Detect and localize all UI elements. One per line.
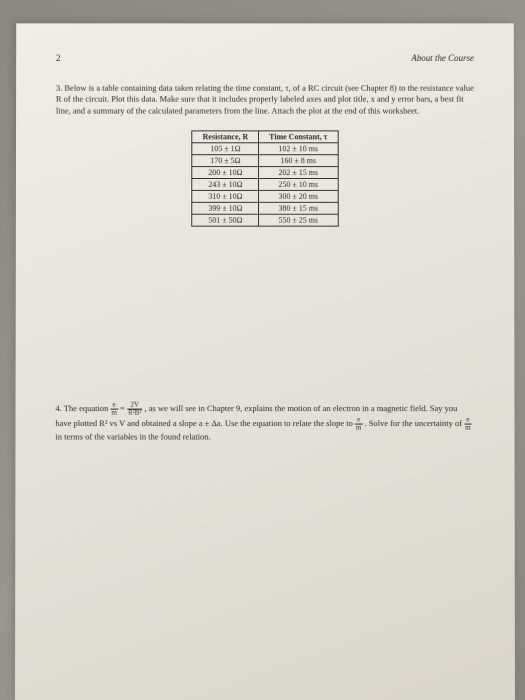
blank-space	[55, 227, 474, 396]
course-title: About the Course	[411, 53, 474, 63]
table-row: 105 ± 1Ω102 ± 10 ms	[192, 143, 338, 155]
table-row: 200 ± 10Ω202 ± 15 ms	[192, 167, 338, 179]
worksheet-page: 2 About the Course 3. Below is a table c…	[15, 23, 515, 700]
problem-text: Below is a table containing data taken r…	[56, 83, 474, 116]
fraction-em: e m	[110, 402, 117, 417]
text: in terms of the variables in the found r…	[55, 432, 210, 442]
problem-3: 3. Below is a table containing data take…	[56, 83, 474, 117]
table-row: 170 ± 5Ω160 ± 8 ms	[192, 155, 338, 167]
cell-t: 300 ± 20 ms	[259, 191, 338, 203]
table-row: 310 ± 10Ω300 ± 20 ms	[192, 191, 338, 203]
cell-t: 102 ± 10 ms	[259, 143, 338, 155]
cell-t: 160 ± 8 ms	[259, 155, 338, 167]
data-table: Resistance, R Time Constant, τ 105 ± 1Ω1…	[192, 131, 339, 227]
table-row: 399 ± 10Ω380 ± 15 ms	[192, 203, 338, 215]
fraction-em2: e m	[355, 417, 362, 432]
cell-r: 243 ± 10Ω	[192, 179, 259, 191]
cell-r: 200 ± 10Ω	[192, 167, 259, 179]
problem-number: 3.	[56, 83, 62, 93]
eq-mid: =	[120, 404, 127, 414]
cell-r: 501 ± 50Ω	[192, 215, 259, 227]
table-row: 501 ± 50Ω550 ± 25 ms	[192, 215, 338, 227]
col-header-resistance: Resistance, R	[192, 131, 259, 143]
problem-4: 4. The equation e m = 2V R²B² , as we wi…	[55, 402, 474, 443]
fraction-rhs: 2V R²B²	[127, 402, 143, 417]
cell-t: 380 ± 15 ms	[259, 203, 338, 215]
cell-r: 170 ± 5Ω	[192, 155, 259, 167]
cell-r: 105 ± 1Ω	[192, 143, 259, 155]
page-number: 2	[56, 53, 60, 63]
cell-t: 202 ± 15 ms	[259, 167, 338, 179]
problem-number: 4.	[55, 404, 61, 414]
col-header-time: Time Constant, τ	[259, 131, 338, 143]
cell-r: 399 ± 10Ω	[192, 203, 259, 215]
table-row: 243 ± 10Ω250 ± 10 ms	[192, 179, 338, 191]
page-header: 2 About the Course	[56, 53, 474, 63]
fraction-em3: e m	[464, 417, 471, 432]
cell-r: 310 ± 10Ω	[192, 191, 259, 203]
text: The equation	[64, 404, 111, 414]
text: . Solve for the uncertainty of	[364, 418, 464, 428]
cell-t: 550 ± 25 ms	[259, 215, 338, 227]
cell-t: 250 ± 10 ms	[259, 179, 338, 191]
table-header-row: Resistance, R Time Constant, τ	[192, 131, 338, 143]
